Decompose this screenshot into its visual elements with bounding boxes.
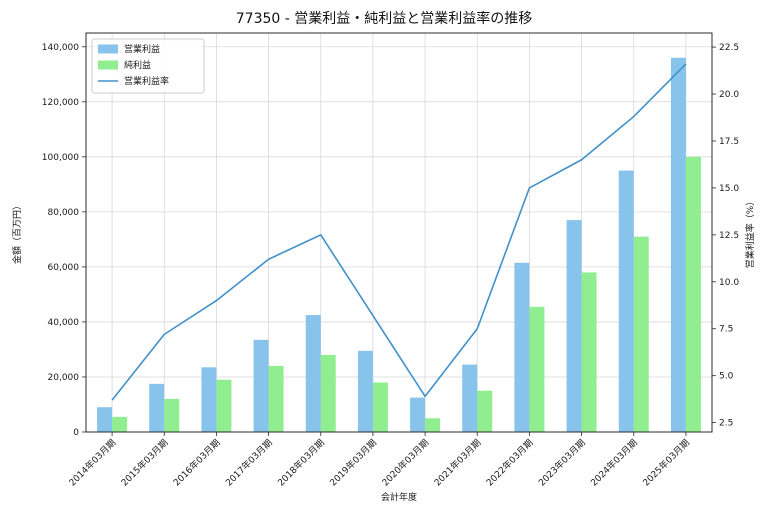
plot-border	[85, 32, 713, 433]
y-left-tick-label: 0	[73, 428, 79, 438]
y-left-tick-label: 20,000	[48, 373, 80, 383]
x-tick-label: 2016年03月期	[171, 437, 223, 489]
y-left-tick-label: 80,000	[48, 208, 80, 218]
y-left-tick-label: 60,000	[48, 263, 80, 273]
y-left-tick-label: 40,000	[48, 318, 80, 328]
x-tick-label: 2017年03月期	[223, 437, 275, 489]
y-right-tick-label: 17.5	[719, 137, 739, 147]
bar-operating-income	[618, 170, 634, 432]
x-tick-label: 2021年03月期	[431, 437, 483, 489]
y-right-tick-label: 7.5	[719, 325, 733, 335]
x-tick-label: 2014年03月期	[66, 437, 118, 489]
bar-operating-income	[97, 407, 113, 432]
x-axis-label: 会計年度	[381, 491, 417, 503]
y-right-tick-label: 5.0	[719, 372, 734, 382]
x-tick-label: 2019年03月期	[327, 437, 379, 489]
bar-operating-income	[514, 262, 530, 432]
x-tick-label: 2022年03月期	[484, 437, 536, 489]
x-tick-label: 2024年03月期	[588, 437, 640, 489]
legend-swatch-operating-income	[98, 44, 118, 54]
x-tick-label: 2018年03月期	[275, 437, 327, 489]
x-tick-label: 2020年03月期	[379, 437, 431, 489]
bar-net-income	[164, 398, 180, 432]
bar-net-income	[685, 156, 701, 433]
bar-operating-income	[201, 367, 217, 432]
y-left-tick-label: 140,000	[42, 43, 79, 53]
x-tick-label: 2015年03月期	[118, 437, 170, 489]
x-tick-label: 2023年03月期	[536, 437, 588, 489]
legend-swatch-net-income	[98, 60, 118, 70]
legend-label: 営業利益	[124, 43, 160, 55]
y-right-axis-label: 営業利益率（%）	[744, 197, 756, 269]
bar-operating-income	[670, 57, 686, 433]
bar-net-income	[633, 236, 649, 432]
y-right-tick-label: 15.0	[719, 184, 739, 194]
y-right-tick-label: 2.5	[719, 419, 733, 429]
y-right-tick-label: 12.5	[719, 231, 739, 241]
y-left-tick-label: 120,000	[42, 98, 79, 108]
y-right-tick-label: 22.5	[719, 43, 739, 53]
bar-net-income	[477, 390, 493, 432]
bar-operating-income	[149, 383, 165, 432]
line-operating-margin	[111, 63, 687, 401]
legend-label: 純利益	[124, 59, 151, 71]
bar-operating-income	[462, 364, 478, 432]
bar-operating-income	[253, 339, 269, 432]
bar-operating-income	[566, 220, 582, 432]
bar-net-income	[216, 379, 232, 432]
bar-operating-income	[357, 350, 373, 432]
bar-net-income	[268, 365, 284, 432]
x-tick-label: 2025年03月期	[640, 437, 692, 489]
legend-box	[91, 38, 205, 94]
y-left-tick-label: 100,000	[42, 153, 79, 163]
bar-net-income	[372, 382, 388, 432]
bar-net-income	[425, 418, 441, 432]
bar-net-income	[529, 306, 545, 432]
legend-label: 営業利益率	[124, 75, 169, 87]
chart-title: 77350 - 営業利益・純利益と営業利益率の推移	[235, 11, 533, 27]
y-left-axis-label: 金額（百万円）	[11, 201, 23, 264]
y-right-tick-label: 10.0	[719, 278, 739, 288]
bar-net-income	[581, 272, 597, 432]
y-right-tick-label: 20.0	[719, 90, 739, 100]
bar-net-income	[112, 416, 128, 432]
bar-operating-income	[410, 397, 426, 432]
bar-net-income	[320, 354, 336, 432]
bar-operating-income	[305, 315, 321, 432]
